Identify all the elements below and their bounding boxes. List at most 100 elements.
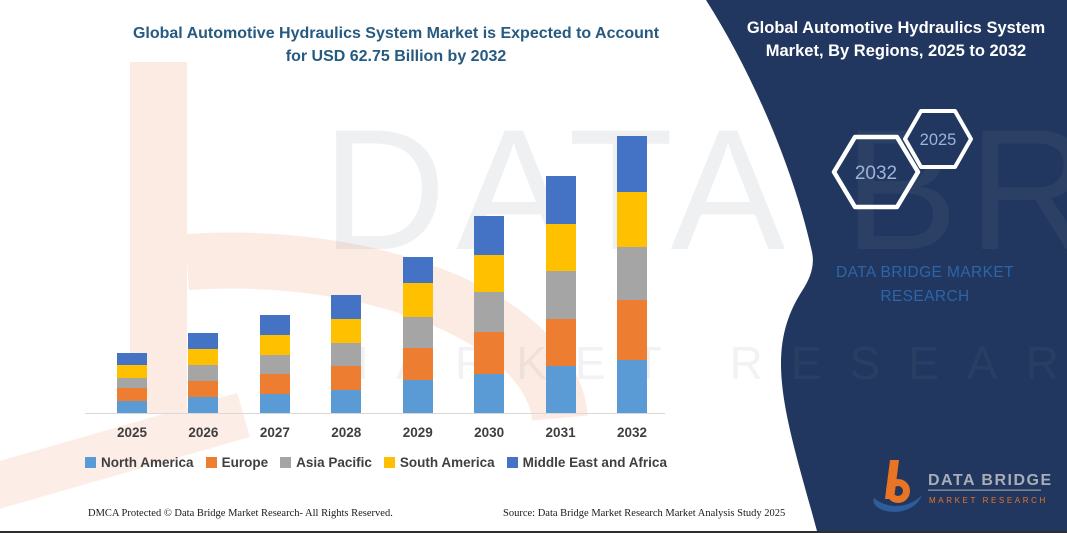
bar-column-2031: 2031 (538, 130, 584, 440)
x-axis-label-2028: 2028 (331, 425, 362, 440)
segment-north-america-2025 (117, 401, 147, 413)
segment-asia-pacific-2025 (117, 378, 147, 389)
bar-column-2029: 2029 (395, 130, 441, 440)
x-axis-label-2025: 2025 (116, 425, 148, 440)
source-note: Source: Data Bridge Market Research Mark… (503, 508, 786, 519)
segment-north-america-2026 (188, 397, 219, 413)
legend-label-europe: Europe (221, 455, 269, 470)
logo-swoosh-icon (873, 495, 922, 512)
segment-middle-east-and-africa-2032 (617, 136, 647, 192)
segment-north-america-2030 (474, 374, 505, 413)
segment-europe-2026 (188, 381, 219, 398)
segment-south-america-2032 (617, 191, 647, 248)
chart-title-line2: for USD 62.75 Billion by 2032 (285, 47, 507, 65)
segment-north-america-2031 (545, 365, 576, 413)
segment-south-america-2025 (117, 365, 147, 379)
segment-asia-pacific-2031 (545, 271, 576, 319)
logo-name: DATA BRIDGE (928, 472, 1053, 489)
legend-swatch-north-america (85, 457, 97, 468)
segment-asia-pacific-2030 (474, 292, 505, 333)
segment-middle-east-and-africa-2025 (117, 353, 147, 366)
legend-swatch-middle-east-and-africa (506, 457, 518, 468)
legend-label-middle-east-and-africa: Middle East and Africa (522, 455, 667, 470)
segment-asia-pacific-2032 (617, 247, 647, 300)
legend-swatch-europe (205, 457, 217, 468)
x-axis-label-2026: 2026 (188, 425, 219, 440)
stacked-bar-2027 (259, 315, 290, 413)
bar-column-2025: 2025 (109, 130, 155, 440)
panel-title-line1: Global Automotive Hydraulics System (746, 19, 1046, 37)
stacked-bar-2032 (617, 136, 647, 413)
segment-north-america-2028 (331, 389, 362, 413)
segment-asia-pacific-2026 (188, 365, 219, 382)
bar-column-2030: 2030 (466, 130, 512, 440)
panel-brand-line2: RESEARCH (880, 288, 970, 306)
legend-swatch-south-america (383, 457, 395, 468)
segment-asia-pacific-2029 (402, 316, 433, 348)
legend-item-south-america: South America (383, 455, 495, 470)
segment-europe-2030 (474, 332, 505, 375)
segment-south-america-2028 (331, 319, 362, 343)
stacked-bar-2026 (188, 333, 219, 413)
segment-asia-pacific-2028 (331, 342, 362, 367)
panel-title-line2: Market, By Regions, 2025 to 2032 (765, 41, 1027, 60)
logo-b-bowl-icon (886, 479, 910, 503)
chart-title: Global Automotive Hydraulics System Mark… (60, 23, 732, 68)
segment-europe-2032 (617, 299, 647, 360)
side-panel-polygon (706, 0, 1067, 531)
segment-europe-2029 (402, 347, 433, 380)
legend-item-middle-east-and-africa: Middle East and Africa (506, 455, 667, 470)
bar-column-2032: 2032 (609, 130, 655, 440)
dmca-notice: DMCA Protected © Data Bridge Market Rese… (88, 508, 393, 519)
panel-brand-line1: DATA BRIDGE MARKET (835, 264, 1014, 281)
segment-europe-2027 (259, 374, 290, 394)
panel-brand-text: DATA BRIDGE MARKET RESEARCH (810, 261, 1040, 309)
x-axis-label-2029: 2029 (402, 425, 433, 440)
stacked-bar-2029 (402, 256, 433, 413)
legend-item-europe: Europe (205, 455, 269, 470)
bar-column-2027: 2027 (252, 130, 298, 440)
data-bridge-logo: DATA BRIDGE MARKET RESEARCH (873, 460, 1053, 512)
legend-item-asia-pacific: Asia Pacific (280, 455, 372, 470)
logo-subtitle: MARKET RESEARCH (929, 496, 1048, 505)
segment-middle-east-and-africa-2026 (188, 333, 219, 350)
chart-title-line1: Global Automotive Hydraulics System Mark… (132, 25, 660, 42)
segment-middle-east-and-africa-2031 (545, 176, 576, 225)
segment-europe-2025 (117, 388, 147, 402)
segment-middle-east-and-africa-2027 (259, 315, 290, 336)
legend-label-asia-pacific: Asia Pacific (296, 455, 372, 470)
segment-south-america-2030 (474, 255, 505, 293)
stacked-bar-2028 (331, 295, 362, 413)
segment-south-america-2031 (545, 224, 576, 272)
stacked-bar-2031 (545, 176, 576, 413)
legend-swatch-asia-pacific (280, 457, 292, 468)
segment-south-america-2029 (402, 282, 433, 317)
bar-column-2028: 2028 (323, 130, 369, 440)
x-axis-label-2032: 2032 (616, 425, 648, 440)
chart-legend: North America Europe Asia Pacific South Ame… (85, 455, 667, 470)
legend-label-south-america: South America (399, 455, 495, 470)
segment-asia-pacific-2027 (259, 354, 290, 375)
segment-north-america-2032 (617, 359, 647, 413)
panel-title: Global Automotive Hydraulics System Mark… (735, 17, 1057, 63)
segment-middle-east-and-africa-2030 (474, 216, 505, 255)
segment-south-america-2027 (259, 335, 290, 355)
x-axis-label-2031: 2031 (545, 425, 576, 440)
segment-middle-east-and-africa-2028 (331, 295, 362, 320)
segment-europe-2028 (331, 366, 362, 390)
segment-north-america-2029 (402, 379, 433, 413)
segment-europe-2031 (545, 318, 576, 366)
stacked-bar-2030 (474, 216, 505, 413)
legend-item-north-america: North America (85, 455, 194, 470)
logo-underline (928, 489, 1041, 491)
bar-column-2026: 2026 (180, 130, 226, 440)
segment-north-america-2027 (259, 393, 290, 413)
stacked-bar-2025 (117, 353, 147, 413)
legend-label-north-america: North America (101, 455, 194, 470)
segment-south-america-2026 (188, 349, 219, 366)
segment-middle-east-and-africa-2029 (402, 256, 433, 283)
x-axis-label-2027: 2027 (259, 425, 290, 440)
x-axis-label-2030: 2030 (474, 425, 505, 440)
